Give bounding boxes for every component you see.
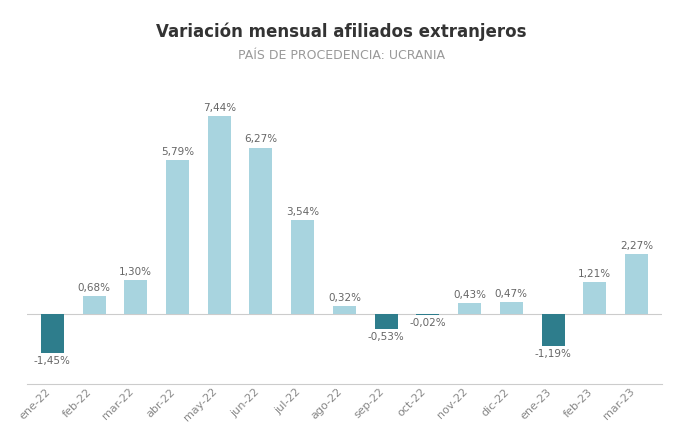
Text: -1,19%: -1,19% xyxy=(535,349,572,359)
Bar xyxy=(333,306,356,314)
Text: 6,27%: 6,27% xyxy=(244,135,278,145)
Bar xyxy=(291,220,314,314)
Text: -1,45%: -1,45% xyxy=(34,356,71,366)
Text: 0,32%: 0,32% xyxy=(328,293,361,303)
Bar xyxy=(583,282,606,314)
Bar xyxy=(250,148,272,314)
Bar xyxy=(124,280,147,314)
Text: PAÍS DE PROCEDENCIA: UCRANIA: PAÍS DE PROCEDENCIA: UCRANIA xyxy=(237,49,445,61)
Text: Variación mensual afiliados extranjeros: Variación mensual afiliados extranjeros xyxy=(155,22,527,41)
Bar xyxy=(208,116,231,314)
Bar xyxy=(500,302,523,314)
Bar xyxy=(625,254,648,314)
Bar xyxy=(374,314,398,329)
Text: 7,44%: 7,44% xyxy=(203,103,236,113)
Text: 0,68%: 0,68% xyxy=(78,283,110,293)
Text: -0,53%: -0,53% xyxy=(368,332,404,342)
Text: 3,54%: 3,54% xyxy=(286,207,319,217)
Text: 2,27%: 2,27% xyxy=(620,241,653,251)
Text: 0,47%: 0,47% xyxy=(495,289,528,299)
Text: -0,02%: -0,02% xyxy=(410,318,446,328)
Bar xyxy=(417,314,439,315)
Text: 0,43%: 0,43% xyxy=(453,290,486,300)
Text: 1,21%: 1,21% xyxy=(578,269,611,279)
Bar xyxy=(166,161,189,314)
Bar xyxy=(458,303,481,314)
Text: 1,30%: 1,30% xyxy=(119,267,152,277)
Bar xyxy=(41,314,64,353)
Text: 5,79%: 5,79% xyxy=(161,147,194,157)
Bar xyxy=(542,314,565,346)
Bar xyxy=(83,296,106,314)
